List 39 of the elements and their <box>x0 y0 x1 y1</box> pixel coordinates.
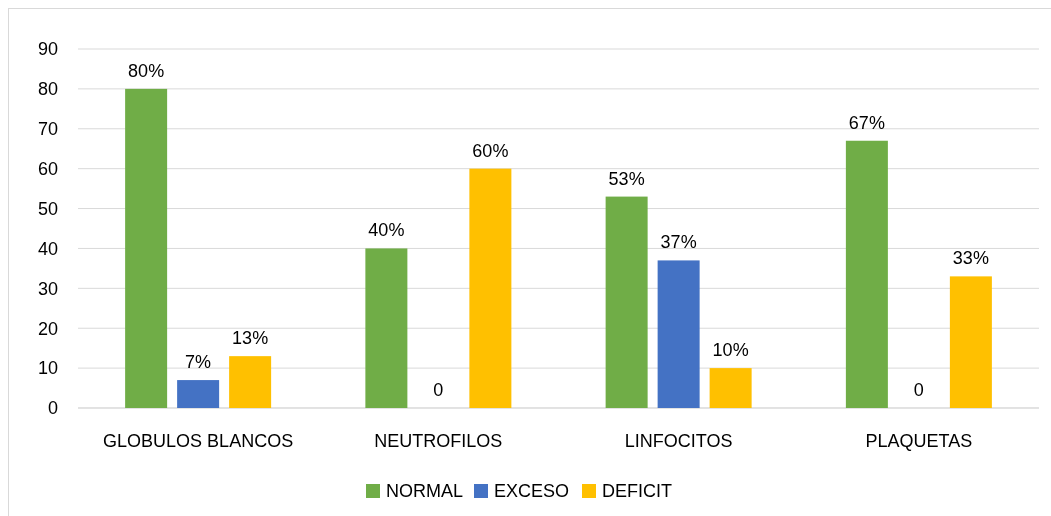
legend-label: NORMAL <box>386 481 464 502</box>
data-label: 53% <box>608 168 645 189</box>
data-label: 60% <box>472 140 509 161</box>
bar <box>709 368 752 408</box>
bar <box>845 140 888 408</box>
y-tick-label: 70 <box>37 119 58 140</box>
data-label: 10% <box>712 340 749 361</box>
y-tick-label: 90 <box>37 39 58 60</box>
bar <box>177 380 220 408</box>
bar <box>949 276 992 408</box>
bar <box>657 260 700 408</box>
bar <box>125 88 168 408</box>
data-label: 40% <box>368 220 405 241</box>
data-label: 37% <box>660 232 697 253</box>
bar <box>229 356 272 408</box>
data-label: 0 <box>433 380 444 400</box>
y-tick-label: 10 <box>37 358 58 379</box>
legend-label: DEFICIT <box>602 481 672 502</box>
data-label: 33% <box>952 248 989 269</box>
bar <box>469 168 512 408</box>
x-tick-label: GLOBULOS BLANCOS <box>103 431 294 451</box>
y-tick-label: 50 <box>37 198 58 219</box>
data-label: 13% <box>232 328 269 349</box>
y-tick-label: 40 <box>37 238 58 259</box>
bar <box>365 248 408 408</box>
y-tick-label: 60 <box>37 158 58 179</box>
data-label: 7% <box>185 352 212 373</box>
y-tick-label: 20 <box>37 318 58 339</box>
x-tick-label: LINFOCITOS <box>624 431 733 451</box>
y-tick-label: 30 <box>37 278 58 299</box>
data-label: 80% <box>128 60 165 81</box>
y-tick-label: 80 <box>37 79 58 100</box>
x-tick-label: PLAQUETAS <box>865 431 973 451</box>
bar <box>605 196 648 408</box>
data-label: 67% <box>848 112 885 133</box>
y-tick-label: 0 <box>47 398 58 419</box>
legend-label: EXCESO <box>494 481 570 502</box>
x-tick-label: NEUTROFILOS <box>374 431 503 451</box>
data-label: 0 <box>913 380 924 400</box>
